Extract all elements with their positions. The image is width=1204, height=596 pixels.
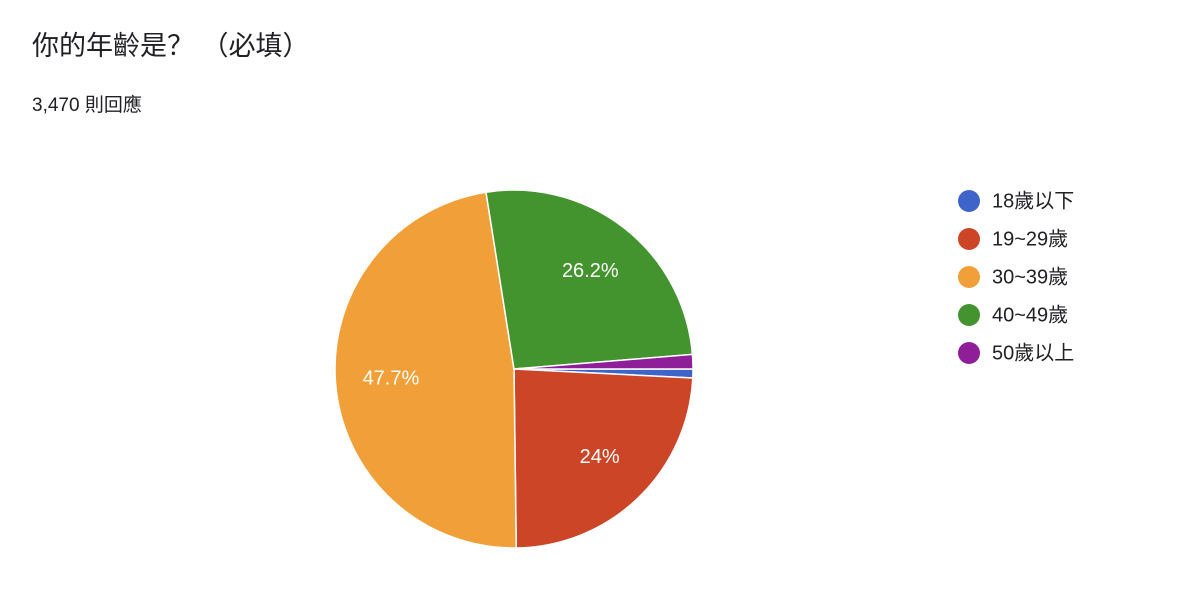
pie-slice <box>513 368 694 549</box>
legend-label: 40~49歲 <box>992 303 1068 326</box>
data-label: 26.2% <box>562 260 619 282</box>
legend-label: 50歲以上 <box>992 341 1074 364</box>
legend: 18歲以下 19~29歲 30~39歲 40~49歲 50歲以上 <box>958 189 1074 364</box>
pie: 24% 47.7% 26.2% <box>334 189 694 549</box>
pie-slice <box>513 353 694 370</box>
data-label: 24% <box>580 446 620 468</box>
legend-swatch <box>958 228 980 250</box>
legend-swatch <box>958 304 980 326</box>
pie-slice <box>485 189 694 370</box>
legend-label: 18歲以下 <box>992 189 1074 212</box>
legend-swatch <box>958 266 980 288</box>
data-label: 47.7% <box>363 368 420 390</box>
legend-swatch <box>958 342 980 364</box>
pie-slice <box>334 191 518 549</box>
legend-label: 19~29歲 <box>992 227 1068 250</box>
chart-title: 你的年齡是？ （必填） <box>32 31 310 61</box>
chart-subtitle: 3,470 則回應 <box>32 93 142 116</box>
legend-swatch <box>958 190 980 212</box>
legend-label: 30~39歲 <box>992 265 1068 288</box>
